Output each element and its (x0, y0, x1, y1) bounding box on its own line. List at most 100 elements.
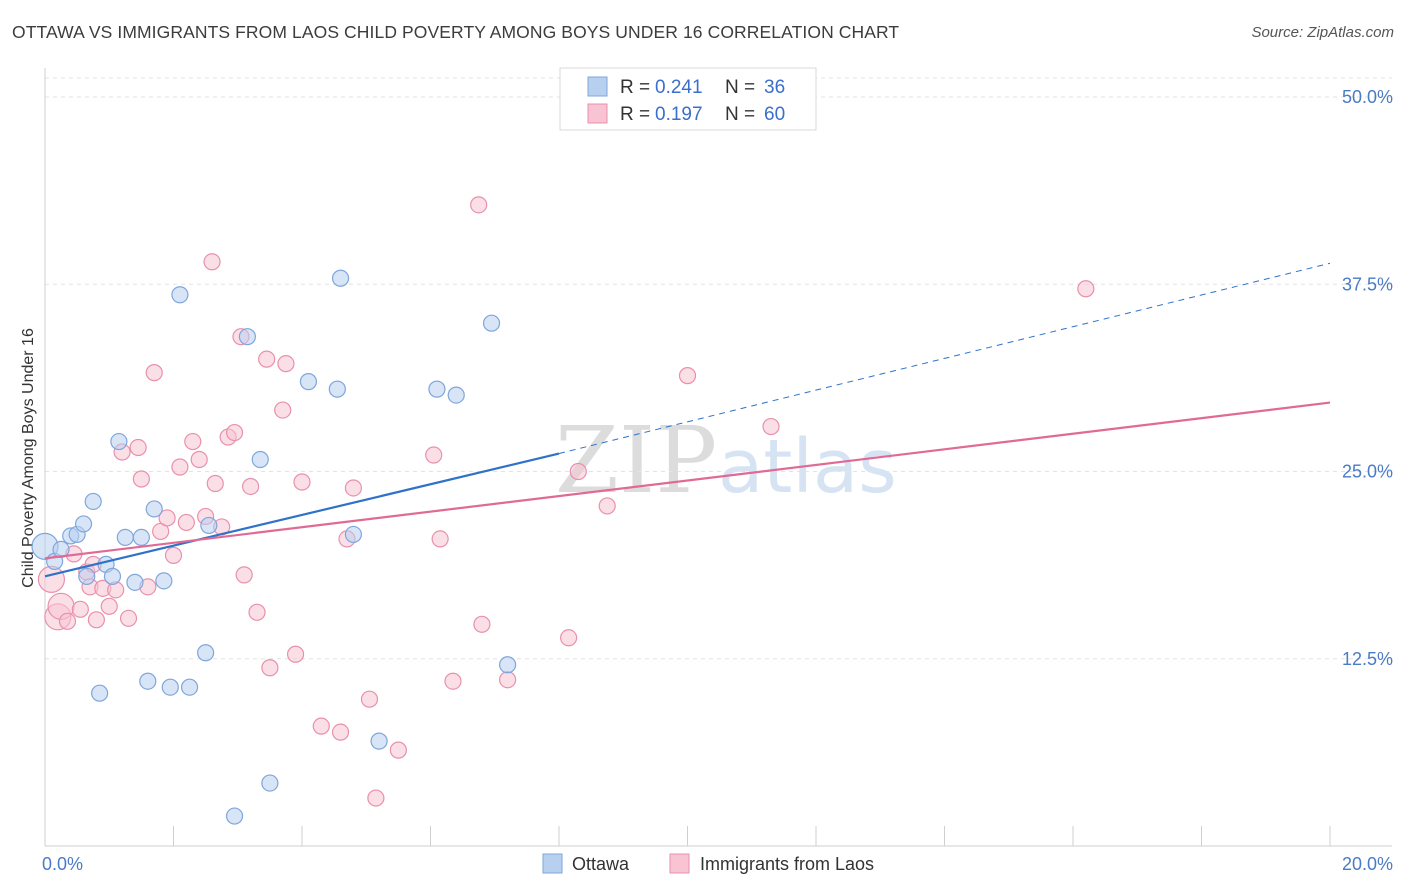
legend-n-value-laos: 60 (764, 104, 785, 125)
laos-point-28 (206, 474, 224, 493)
y-tick-labels: 12.5% 25.0% 37.5% 50.0% (1342, 87, 1393, 669)
laos-point-18 (145, 364, 163, 382)
laos-point-48 (389, 741, 407, 759)
laos-point-52 (470, 196, 488, 214)
legend-r-value-ottawa: 0.241 (655, 77, 703, 98)
laos-point-54 (499, 671, 517, 689)
laos-point-21 (164, 546, 183, 564)
y-tick-label-2: 37.5% (1342, 274, 1393, 294)
laos-point-60 (1077, 280, 1095, 298)
laos-point-27 (203, 253, 221, 271)
laos-point-46 (360, 690, 379, 708)
ottawa-point-14 (132, 528, 150, 547)
laos-point-16 (132, 470, 150, 488)
ottawa-point-34 (482, 314, 501, 332)
source-label: Source: ZipAtlas.com (1251, 24, 1394, 41)
ottawa-point-35 (499, 656, 517, 674)
y-tick-label-1: 25.0% (1342, 462, 1393, 482)
axes (44, 68, 1392, 847)
laos-point-53 (473, 615, 491, 633)
ottawa-point-6 (78, 567, 96, 585)
laos-point-50 (431, 530, 449, 548)
laos-point-35 (248, 603, 266, 621)
legend-bottom-label-laos: Immigrants from Laos (700, 854, 874, 874)
legend-top: R = 0.241 N = 36 R = 0.197 N = 60 (559, 67, 817, 131)
laos-point-3 (58, 612, 77, 630)
ottawa-point-21 (197, 644, 215, 662)
y-tick-label-0: 12.5% (1342, 649, 1393, 669)
series-ottawa-points (31, 269, 517, 825)
laos-point-56 (569, 462, 587, 481)
ottawa-point-25 (251, 450, 269, 469)
legend-n-label-laos: N = (725, 104, 755, 125)
laos-point-0 (37, 565, 66, 593)
x-tick-labels: 0.0% 20.0% (42, 854, 1393, 874)
laos-point-37 (261, 659, 279, 677)
ottawa-point-15 (139, 672, 157, 690)
legend-n-label-ottawa: N = (725, 77, 755, 98)
laos-point-9 (87, 611, 106, 629)
ottawa-point-22 (200, 516, 218, 535)
ottawa-point-26 (261, 774, 279, 792)
ottawa-point-11 (110, 432, 128, 451)
laos-point-33 (235, 566, 253, 584)
laos-point-57 (598, 497, 616, 515)
ottawa-point-17 (155, 572, 173, 590)
laos-trendline (44, 401, 1331, 560)
ottawa-trendline-extension (558, 262, 1331, 455)
ottawa-point-24 (238, 328, 256, 346)
laos-point-15 (129, 438, 147, 457)
laos-point-42 (312, 717, 330, 735)
ottawa-point-33 (447, 386, 465, 404)
legend-r-value-laos: 0.197 (655, 104, 703, 125)
laos-point-47 (367, 789, 385, 807)
laos-point-38 (274, 401, 292, 419)
laos-point-31 (225, 423, 244, 442)
laos-point-43 (331, 723, 350, 741)
laos-point-40 (286, 645, 305, 663)
ottawa-point-29 (331, 269, 350, 287)
ottawa-point-23 (225, 807, 244, 825)
ottawa-point-18 (161, 678, 179, 696)
legend-bottom-label-ottawa: Ottawa (572, 854, 630, 874)
x-tick-label-1: 20.0% (1342, 854, 1393, 874)
ottawa-point-20 (180, 678, 199, 696)
ottawa-point-28 (328, 380, 346, 398)
ottawa-point-19 (171, 286, 189, 304)
laos-point-49 (425, 446, 443, 464)
watermark-zip: ZIP (555, 407, 717, 514)
legend-r-label-laos: R = (620, 104, 650, 125)
series-laos-points (37, 196, 1095, 807)
laos-point-55 (560, 629, 578, 647)
laos-point-39 (277, 355, 295, 373)
laos-point-51 (444, 672, 462, 690)
laos-point-36 (258, 350, 276, 368)
ottawa-point-8 (91, 684, 109, 702)
ottawa-point-27 (299, 373, 318, 391)
laos-point-23 (177, 513, 195, 532)
ottawa-point-30 (344, 525, 362, 544)
x-tick-label-0: 0.0% (42, 854, 83, 874)
ottawa-point-12 (116, 528, 134, 547)
laos-point-59 (762, 417, 780, 436)
ottawa-point-5 (74, 515, 93, 533)
y-tick-label-3: 50.0% (1342, 87, 1393, 107)
ottawa-point-10 (103, 567, 122, 585)
chart-title: OTTAWA VS IMMIGRANTS FROM LAOS CHILD POV… (12, 22, 900, 42)
laos-point-22 (171, 458, 189, 476)
legend-bottom-swatch-laos (669, 853, 690, 874)
laos-point-20 (158, 509, 176, 527)
ottawa-point-32 (428, 380, 446, 398)
trendlines (44, 262, 1331, 578)
laos-point-11 (100, 597, 118, 615)
laos-point-24 (184, 432, 202, 451)
laos-point-41 (293, 473, 311, 491)
legend-bottom: Ottawa Immigrants from Laos (542, 853, 874, 874)
legend-swatch-laos (587, 103, 608, 124)
ottawa-point-13 (126, 573, 144, 591)
legend-r-label-ottawa: R = (620, 77, 650, 98)
legend-bottom-swatch-ottawa (542, 853, 563, 874)
watermark: ZIP atlas (555, 407, 897, 514)
ottawa-point-7 (84, 492, 102, 511)
